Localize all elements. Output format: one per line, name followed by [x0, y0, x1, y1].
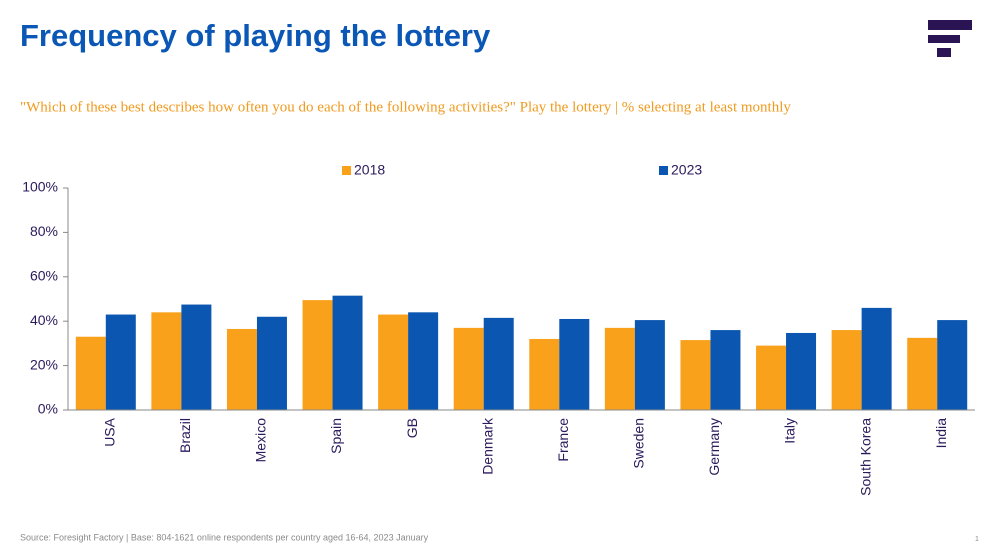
legend-label: 2018	[354, 162, 385, 178]
x-tick-label: France	[555, 418, 571, 462]
subtitle: "Which of these best describes how often…	[20, 99, 791, 115]
logo-bar	[937, 48, 951, 57]
x-tick-label: India	[933, 418, 949, 449]
logo-bar	[928, 35, 960, 43]
bar	[529, 338, 560, 410]
source-note: Source: Foresight Factory | Base: 804-16…	[20, 532, 429, 542]
legend-label: 2023	[671, 162, 702, 178]
y-tick-label: 60%	[30, 268, 58, 284]
bar	[453, 327, 484, 410]
y-tick-label: 20%	[30, 356, 58, 372]
bar	[634, 320, 665, 410]
x-tick-label: GB	[404, 418, 420, 438]
bar	[408, 312, 439, 410]
y-tick-label: 40%	[30, 312, 58, 328]
logo-bar	[928, 20, 972, 30]
bar	[378, 314, 409, 410]
bar	[604, 327, 635, 410]
bar	[302, 300, 333, 410]
bar	[332, 295, 363, 410]
bar	[680, 340, 711, 410]
x-tick-label: Italy	[782, 418, 798, 444]
bar	[105, 314, 136, 410]
bar	[710, 330, 741, 410]
x-tick-label: Sweden	[631, 418, 647, 469]
x-tick-label: Germany	[706, 418, 722, 476]
bar	[907, 337, 938, 410]
x-tick-label: Denmark	[479, 417, 495, 475]
y-tick-label: 80%	[30, 223, 58, 239]
bar	[831, 330, 862, 410]
bar	[181, 304, 212, 410]
bar	[861, 307, 892, 410]
bar	[256, 316, 287, 410]
y-tick-label: 0%	[38, 401, 58, 417]
bar	[226, 328, 257, 410]
bar	[75, 336, 106, 410]
legend-swatch	[659, 166, 668, 175]
page-number: 1	[975, 536, 979, 543]
x-tick-label: Mexico	[253, 418, 269, 463]
x-tick-label: USA	[101, 417, 117, 446]
bar	[559, 318, 590, 410]
bar	[786, 332, 817, 410]
slide-title: Frequency of playing the lottery	[20, 18, 491, 53]
bar	[151, 312, 182, 410]
bar	[756, 345, 787, 410]
x-tick-label: South Korea	[857, 418, 873, 496]
x-tick-label: Brazil	[177, 418, 193, 453]
bar	[483, 317, 514, 410]
legend-swatch	[342, 166, 351, 175]
x-tick-label: Spain	[328, 418, 344, 454]
bar	[937, 320, 968, 410]
logo	[928, 20, 972, 57]
y-tick-label: 100%	[22, 179, 58, 195]
